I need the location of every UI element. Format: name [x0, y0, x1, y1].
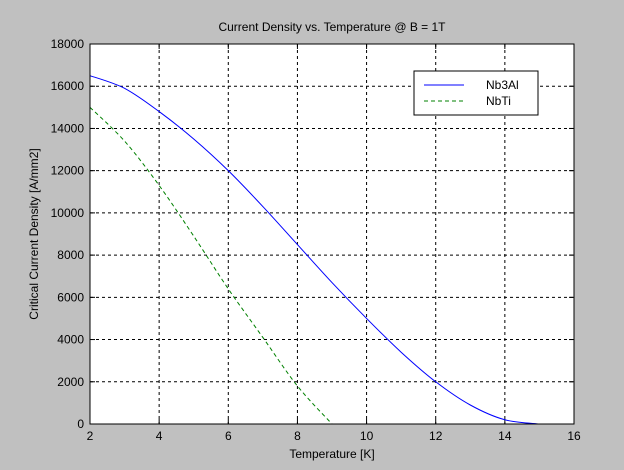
y-tick-label: 14000: [51, 121, 85, 135]
legend: Nb3Al NbTi: [413, 70, 539, 116]
x-tick-label: 16: [567, 429, 581, 443]
x-tick-label: 14: [498, 429, 512, 443]
y-tick-label: 0: [77, 417, 84, 431]
x-tick-label: 12: [429, 429, 443, 443]
y-tick-label: 8000: [57, 248, 84, 262]
x-tick-label: 2: [87, 429, 94, 443]
series-line-nb3al: [89, 75, 540, 425]
series-layer: [89, 75, 540, 425]
x-axis-label: Temperature [K]: [289, 447, 374, 461]
y-axis-label: Critical Current Density [A/mm2]: [27, 148, 41, 319]
y-tick-label: 4000: [57, 333, 84, 347]
y-tick-label: 2000: [57, 375, 84, 389]
x-tick-label: 4: [156, 429, 163, 443]
chart-title: Current Density vs. Temperature @ B = 1T: [218, 20, 446, 34]
legend-label-nb3al: Nb3Al: [486, 78, 519, 92]
y-tick-label: 10000: [51, 206, 85, 220]
y-tick-label: 16000: [51, 79, 85, 93]
legend-label-nbti: NbTi: [486, 94, 511, 108]
legend-entries: Nb3Al NbTi: [424, 78, 519, 108]
plot-frame: [89, 43, 575, 425]
y-tick-labels: 0 2000 4000 6000 8000 10000 12000 14000 16000 180…: [51, 37, 85, 431]
x-tick-label: 10: [360, 429, 374, 443]
y-tick-label: 6000: [57, 290, 84, 304]
x-tick-labels: 2 4 6 8 10 12 14 16: [87, 429, 581, 443]
x-tick-label: 6: [225, 429, 232, 443]
series-line-nbti: [89, 106, 333, 425]
y-tick-label: 12000: [51, 164, 85, 178]
x-tick-label: 8: [294, 429, 301, 443]
legend-box: [413, 70, 539, 116]
y-tick-label: 18000: [51, 37, 85, 51]
grid: [90, 44, 574, 424]
